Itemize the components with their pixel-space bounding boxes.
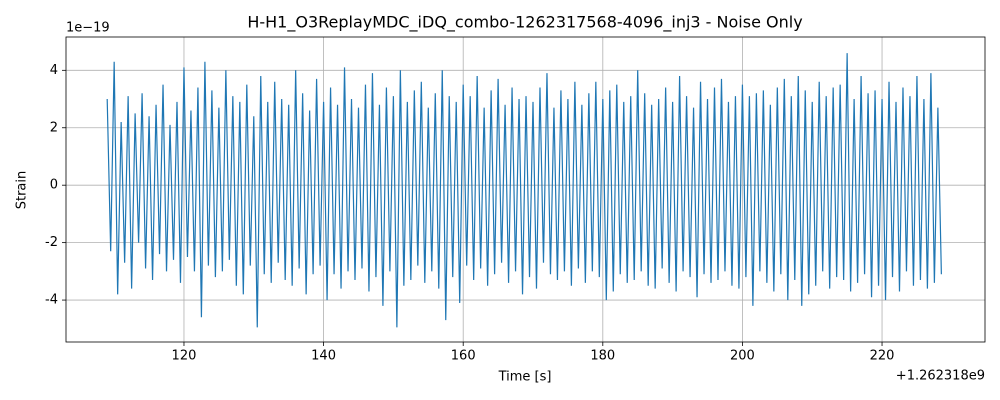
- chart-title: H-H1_O3ReplayMDC_iDQ_combo-1262317568-40…: [247, 13, 802, 33]
- x-tick-label: 120: [172, 349, 197, 364]
- x-tick-label: 180: [590, 349, 615, 364]
- y-tick-label: 0: [50, 178, 58, 193]
- x-tick-label: 220: [870, 349, 895, 364]
- data-line: [106, 53, 942, 328]
- y-tick-label: -2: [45, 235, 58, 250]
- x-tick-label: 140: [311, 349, 336, 364]
- axes-frame: [65, 36, 986, 343]
- y-offset-label: 1e−19: [66, 21, 110, 36]
- x-offset-label: +1.262318e9: [896, 369, 985, 384]
- y-tick-label: -4: [45, 293, 58, 308]
- plot-area: [106, 53, 942, 328]
- x-axis-label: Time [s]: [498, 370, 552, 385]
- x-tick-label: 200: [730, 349, 755, 364]
- y-axis-label: Strain: [15, 171, 30, 210]
- x-tick-label: 160: [451, 349, 476, 364]
- y-tick-label: 2: [50, 120, 58, 135]
- y-tick-label: 4: [50, 63, 58, 78]
